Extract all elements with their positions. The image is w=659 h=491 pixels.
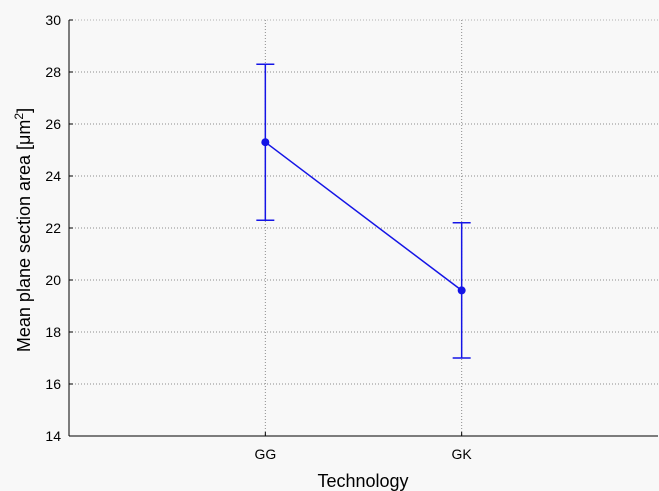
y-tick-label: 20 [45,272,61,288]
x-tick-label: GG [254,446,276,462]
series-line [264,141,463,291]
y-tick-label: 18 [45,324,61,340]
x-axis-ticks: GG GK [254,432,472,462]
y-tick-label: 24 [45,168,61,184]
data-point [261,138,270,147]
y-tick-label: 16 [45,376,61,392]
y-tick-label: 26 [45,116,61,132]
y-axis-title-main: Mean plane section area [μm [14,120,34,353]
y-tick-label: 22 [45,220,61,236]
y-tick-label: 28 [45,64,61,80]
y-axis-title-close: ] [14,108,34,113]
data-point [457,286,466,295]
y-axis-title: Mean plane section area [μm2] [12,108,34,352]
y-axis-ticks: 14 16 18 20 22 24 26 28 30 [45,12,73,444]
y-axis-title-superscript: 2 [12,113,26,120]
y-tick-label: 14 [45,428,61,444]
x-tick-label: GK [452,446,473,462]
x-axis-title: Technology [317,471,408,491]
y-tick-label: 30 [45,12,61,28]
data-series [256,63,471,359]
